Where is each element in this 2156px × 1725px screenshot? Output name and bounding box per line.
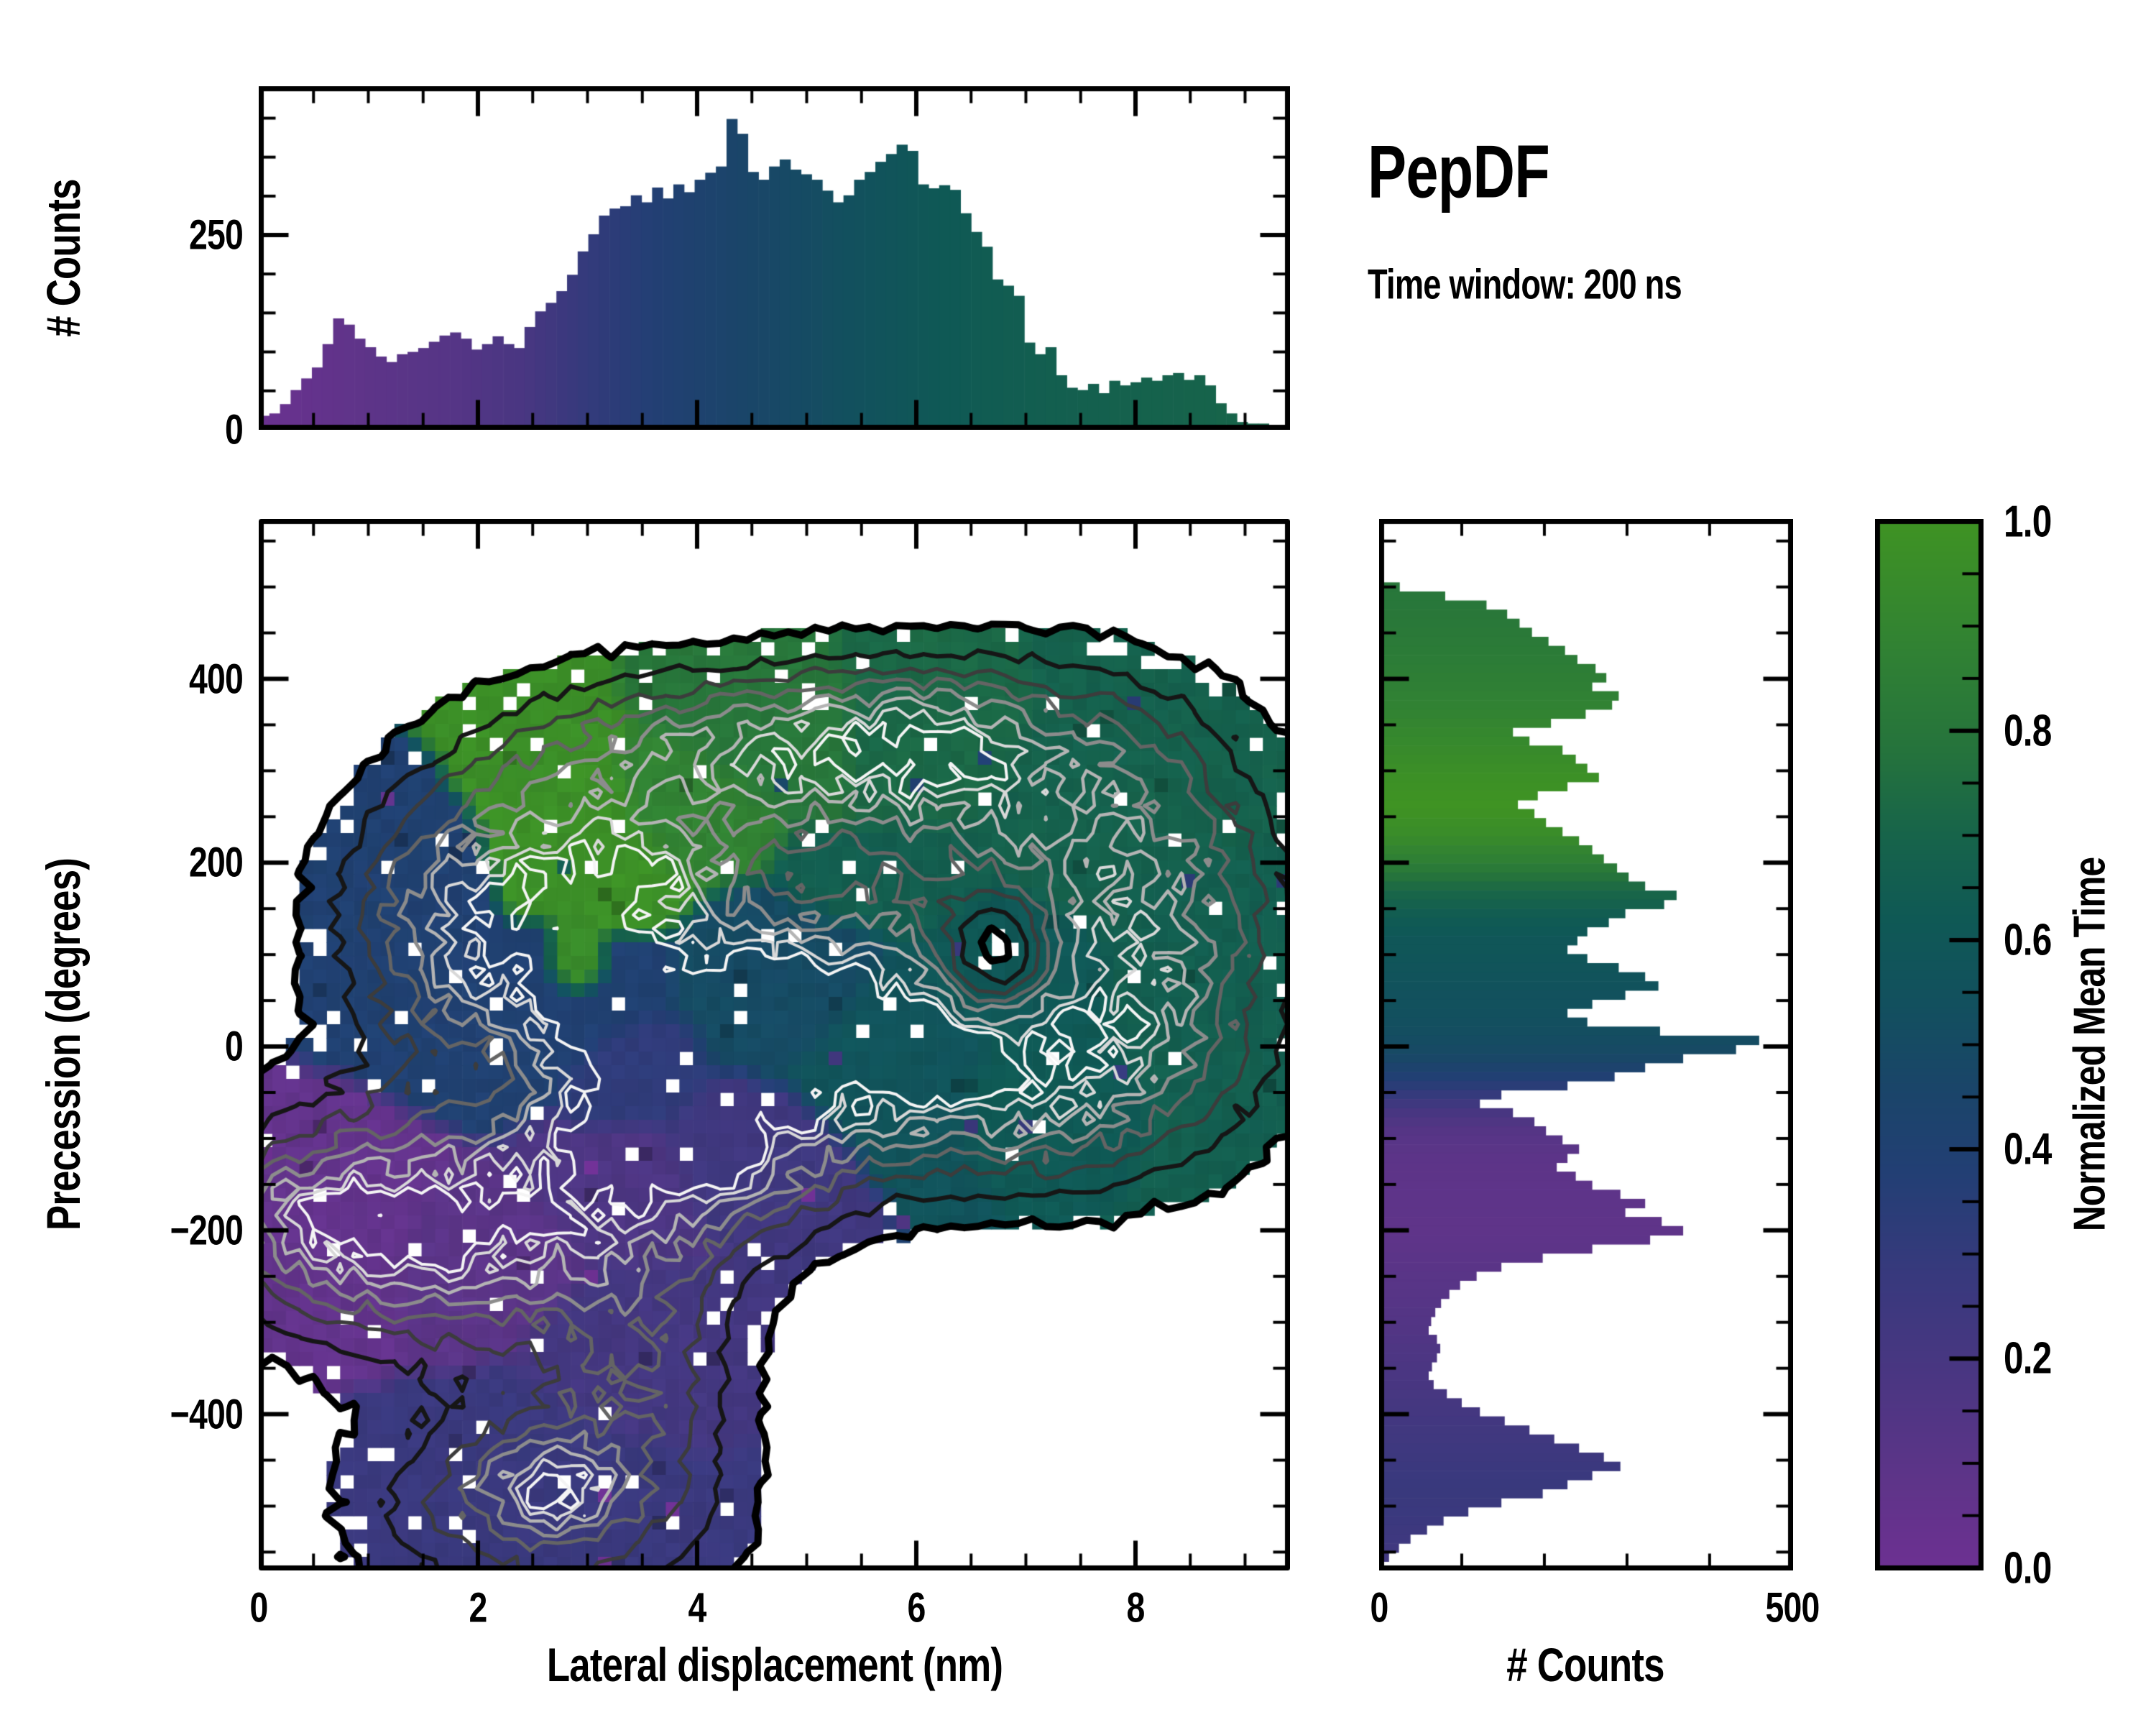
colorbar-tick-label: 0.6 xyxy=(2004,915,2052,965)
tick-label: 6 xyxy=(907,1584,926,1632)
colorbar-tick-label: 1.0 xyxy=(2004,497,2052,546)
colorbar-canvas xyxy=(1875,519,1984,1570)
colorbar-tick-label: 0.0 xyxy=(2004,1543,2052,1593)
tick-label: 500 xyxy=(1765,1584,1820,1632)
right-histogram-xlabel: # Counts xyxy=(1506,1638,1664,1691)
colorbar-tick-label: 0.2 xyxy=(2004,1333,2052,1384)
colorbar-tick-label: 0.4 xyxy=(2004,1124,2052,1174)
tick-label: 0 xyxy=(249,1584,268,1632)
tick-label: 0 xyxy=(224,406,244,454)
colorbar-label: Normalized Mean Time xyxy=(2065,857,2115,1232)
tick-label: 0 xyxy=(224,1023,244,1070)
tick-label: 4 xyxy=(688,1584,706,1632)
right-histogram-canvas xyxy=(1379,519,1793,1570)
main-heatmap-canvas xyxy=(259,519,1290,1570)
tick-label: 2 xyxy=(469,1584,487,1632)
main-xlabel: Lateral displacement (nm) xyxy=(546,1638,1003,1691)
main-ylabel: Precession (degrees) xyxy=(37,857,90,1231)
top-histogram-canvas xyxy=(259,86,1290,430)
figure-subtitle: Time window: 200 ns xyxy=(1368,261,1682,308)
tick-label: 250 xyxy=(188,211,244,259)
top-histogram-ylabel: # Counts xyxy=(37,179,90,337)
tick-label: 400 xyxy=(188,656,244,703)
tick-label: 200 xyxy=(188,839,244,886)
tick-label: 0 xyxy=(1370,1584,1388,1632)
tick-label: 8 xyxy=(1126,1584,1145,1632)
colorbar-tick-label: 0.8 xyxy=(2004,706,2052,756)
tick-label: −400 xyxy=(170,1391,244,1438)
figure-title: PepDF xyxy=(1368,130,1550,214)
tick-label: −200 xyxy=(170,1207,244,1254)
